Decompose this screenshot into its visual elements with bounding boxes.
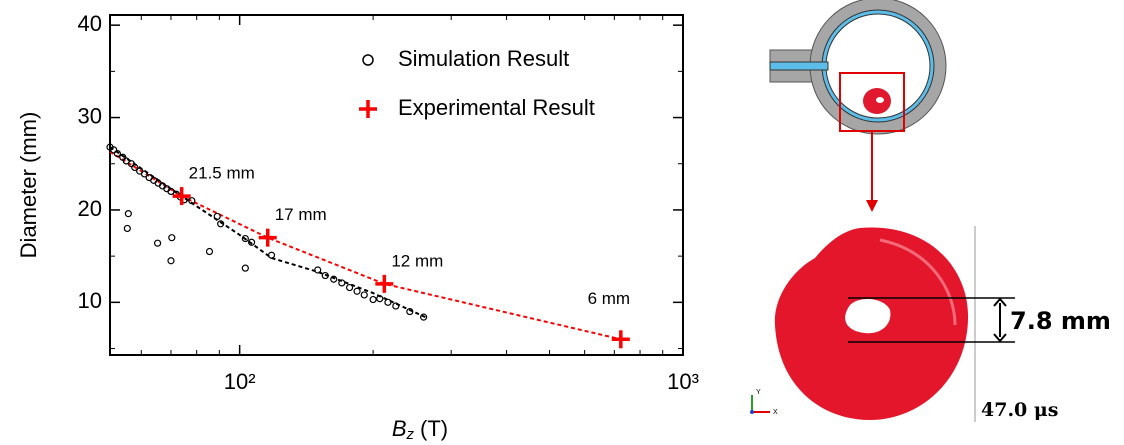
- channel-inner: [769, 61, 829, 71]
- measure-arrowheads: [993, 297, 1007, 343]
- plus-marker: [258, 228, 277, 247]
- data-point: [338, 279, 346, 287]
- data-point: [392, 302, 400, 310]
- data-point: [123, 224, 131, 233]
- data-point: [321, 271, 329, 280]
- value-label: 12 mm: [391, 251, 443, 270]
- dashed-line: [109, 146, 428, 319]
- data-point: [131, 163, 139, 172]
- data-point: [420, 313, 428, 321]
- data-point: [217, 220, 225, 228]
- data-point: [360, 291, 368, 299]
- zoom-arrowhead: [866, 200, 878, 212]
- data-point: [167, 187, 175, 196]
- legend-marker: [359, 100, 377, 118]
- data-point: [314, 266, 322, 274]
- x-tick-label: 10³: [667, 369, 699, 394]
- data-point: [406, 307, 414, 316]
- measurement-label: 7.8 mm: [1010, 307, 1111, 335]
- value-label: 6 mm: [588, 289, 631, 308]
- axis-z-icon: [750, 410, 754, 414]
- plus-marker: [375, 274, 394, 293]
- value-label: 21.5 mm: [189, 164, 255, 183]
- data-point: [376, 295, 384, 303]
- legend-label: Simulation Result: [398, 46, 569, 71]
- y-tick-label: 10: [78, 288, 102, 313]
- data-point: [167, 257, 175, 265]
- data-point: [124, 210, 132, 218]
- data-point: [113, 149, 122, 158]
- data-point: [353, 287, 361, 295]
- data-point: [384, 298, 392, 306]
- small-hole: [876, 97, 884, 103]
- axis-x-label: X: [773, 409, 778, 416]
- value-label: 17 mm: [275, 205, 327, 224]
- data-point: [241, 234, 249, 243]
- legend-label: Experimental Result: [398, 95, 595, 120]
- data-point: [345, 283, 354, 292]
- large-hole: [845, 298, 891, 334]
- x-axis-label: Bz (T): [392, 416, 448, 443]
- data-point: [140, 170, 149, 178]
- x-tick-label: 10²: [224, 369, 256, 394]
- data-point: [247, 238, 256, 246]
- y-tick-label: 20: [78, 196, 102, 221]
- data-point: [188, 197, 196, 205]
- axis-y-label: Y: [756, 389, 761, 396]
- data-point: [241, 264, 249, 272]
- data-point: [110, 146, 118, 154]
- x-label-unit: (T): [420, 416, 448, 441]
- data-point: [330, 275, 338, 283]
- data-point: [213, 212, 221, 221]
- data-point: [168, 234, 176, 242]
- x-label-subscript: z: [406, 426, 415, 443]
- y-axis-label: Diameter (mm): [16, 112, 41, 259]
- plus-marker: [172, 187, 191, 206]
- data-point: [205, 247, 214, 256]
- plot-frame: [109, 14, 684, 356]
- time-label: 47.0 μs: [981, 399, 1059, 421]
- x-label-symbol: B: [392, 416, 407, 441]
- legend-marker: [362, 54, 374, 66]
- torus-highlight: [879, 238, 957, 326]
- data-point: [153, 239, 162, 247]
- data-point: [267, 251, 276, 259]
- data-point: [369, 295, 377, 304]
- plus-marker: [611, 330, 630, 349]
- y-tick-label: 30: [78, 103, 102, 128]
- dashed-line: [109, 150, 622, 341]
- simulation-image: 7.8 mm 47.0 μs Y X: [750, 0, 1111, 422]
- y-tick-label: 40: [78, 11, 102, 36]
